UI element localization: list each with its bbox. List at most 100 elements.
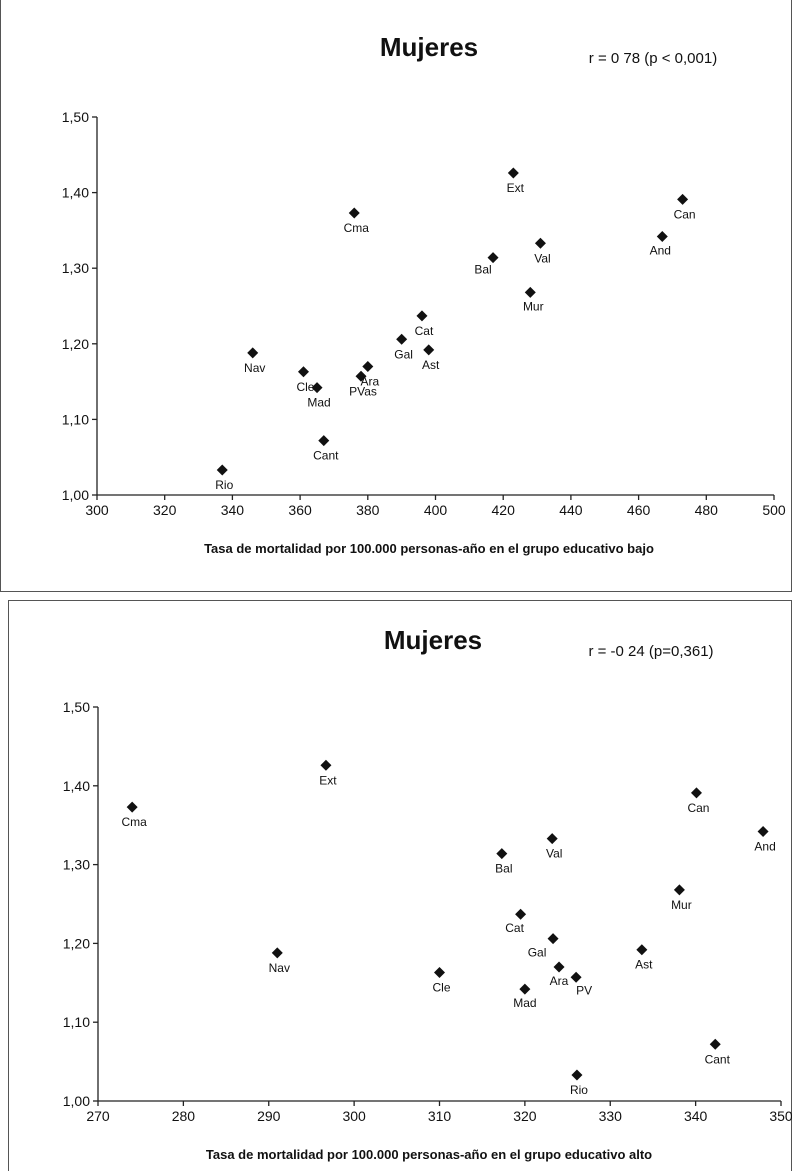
data-point-label: Bal bbox=[474, 263, 491, 277]
data-point-marker bbox=[535, 238, 546, 249]
data-point-label: Ast bbox=[635, 958, 653, 972]
data-point-marker bbox=[434, 967, 445, 978]
chart-title: Mujeres bbox=[380, 32, 478, 62]
data-point-marker bbox=[636, 944, 647, 955]
data-point-label: Can bbox=[674, 207, 696, 221]
x-tick-label: 440 bbox=[559, 502, 583, 518]
data-point-label: Rio bbox=[570, 1083, 588, 1097]
x-tick-label: 500 bbox=[762, 502, 786, 518]
data-point-label: Cat bbox=[415, 324, 434, 338]
x-tick-label: 340 bbox=[221, 502, 245, 518]
chart-panel-alto: Mujeres r = -0 24 (p=0,361) Tasa de mort… bbox=[8, 600, 792, 1171]
x-tick-label: 310 bbox=[428, 1108, 452, 1124]
x-tick-label: 320 bbox=[153, 502, 177, 518]
x-tick-label: 280 bbox=[172, 1108, 196, 1124]
data-point-marker bbox=[272, 947, 283, 958]
data-point-marker bbox=[247, 347, 258, 358]
data-point-marker bbox=[496, 848, 507, 859]
data-point-label: Nav bbox=[269, 961, 290, 975]
data-point-label: Gal bbox=[394, 347, 413, 361]
x-tick-label: 300 bbox=[342, 1108, 366, 1124]
data-point-label: Cant bbox=[313, 449, 339, 463]
y-tick-label: 1,20 bbox=[63, 935, 90, 951]
data-point-marker bbox=[396, 334, 407, 345]
data-point-label: Mad bbox=[307, 396, 330, 410]
data-point-label: Mad bbox=[513, 996, 536, 1010]
y-tick-label: 1,20 bbox=[62, 336, 89, 352]
y-tick-label: 1,00 bbox=[62, 487, 89, 503]
data-point-marker bbox=[127, 802, 138, 813]
y-tick-label: 1,10 bbox=[63, 1014, 90, 1030]
data-point-label: Val bbox=[534, 251, 550, 265]
x-tick-label: 420 bbox=[492, 502, 516, 518]
data-point-label: Gal bbox=[528, 946, 547, 960]
correlation-annotation: r = 0 78 (p < 0,001) bbox=[589, 50, 717, 67]
data-point-marker bbox=[515, 909, 526, 920]
data-point-marker bbox=[547, 833, 558, 844]
x-tick-label: 460 bbox=[627, 502, 651, 518]
data-point-label: Cant bbox=[705, 1052, 731, 1066]
correlation-annotation: r = -0 24 (p=0,361) bbox=[588, 643, 713, 660]
x-tick-label: 360 bbox=[288, 502, 312, 518]
data-point-marker bbox=[677, 194, 688, 205]
data-point-label: PV bbox=[576, 983, 592, 997]
x-tick-label: 350 bbox=[769, 1108, 792, 1124]
x-tick-label: 400 bbox=[424, 502, 448, 518]
data-point-marker bbox=[519, 984, 530, 995]
x-tick-label: 320 bbox=[513, 1108, 537, 1124]
x-tick-label: 270 bbox=[86, 1108, 110, 1124]
data-point-label: Ara bbox=[360, 374, 379, 388]
data-point-marker bbox=[362, 361, 373, 372]
data-point-marker bbox=[571, 1069, 582, 1080]
data-point-marker bbox=[554, 962, 565, 973]
y-tick-label: 1,50 bbox=[62, 109, 89, 125]
x-tick-label: 380 bbox=[356, 502, 380, 518]
x-tick-label: 300 bbox=[85, 502, 109, 518]
data-point-marker bbox=[525, 287, 536, 298]
y-tick-label: 1,30 bbox=[63, 857, 90, 873]
y-tick-label: 1,40 bbox=[62, 185, 89, 201]
data-point-label: Cat bbox=[505, 921, 524, 935]
x-axis-label: Tasa de mortalidad por 100.000 personas-… bbox=[206, 1147, 652, 1162]
data-point-label: Cma bbox=[121, 815, 147, 829]
scatter-chart-bajo: Mujeres r = 0 78 (p < 0,001) Tasa de mor… bbox=[1, 0, 792, 592]
y-tick-label: 1,50 bbox=[63, 699, 90, 715]
data-point-marker bbox=[318, 435, 329, 446]
y-tick-label: 1,30 bbox=[62, 260, 89, 276]
scatter-chart-alto: Mujeres r = -0 24 (p=0,361) Tasa de mort… bbox=[9, 601, 792, 1172]
data-point-label: Cle bbox=[296, 380, 314, 394]
data-point-label: Bal bbox=[495, 862, 512, 876]
data-point-marker bbox=[508, 167, 519, 178]
data-point-label: And bbox=[754, 840, 775, 854]
y-tick-label: 1,00 bbox=[63, 1093, 90, 1109]
data-point-marker bbox=[691, 787, 702, 798]
data-point-label: Val bbox=[546, 847, 562, 861]
data-point-marker bbox=[548, 933, 559, 944]
data-point-marker bbox=[657, 231, 668, 242]
x-tick-label: 290 bbox=[257, 1108, 281, 1124]
data-point-label: Mur bbox=[671, 898, 692, 912]
data-point-label: Cle bbox=[432, 981, 450, 995]
data-point-marker bbox=[349, 208, 360, 219]
data-point-label: Ast bbox=[422, 358, 440, 372]
data-point-marker bbox=[488, 252, 499, 263]
x-tick-label: 330 bbox=[599, 1108, 623, 1124]
data-point-marker bbox=[674, 884, 685, 895]
y-tick-label: 1,40 bbox=[63, 778, 90, 794]
data-point-label: Mur bbox=[523, 299, 544, 313]
data-point-marker bbox=[710, 1039, 721, 1050]
data-point-marker bbox=[758, 826, 769, 837]
data-point-label: Ext bbox=[507, 181, 525, 195]
data-point-label: Nav bbox=[244, 361, 265, 375]
data-point-marker bbox=[416, 310, 427, 321]
data-point-marker bbox=[298, 366, 309, 377]
data-point-marker bbox=[217, 465, 228, 476]
data-point-label: Ara bbox=[550, 974, 569, 988]
chart-title: Mujeres bbox=[384, 625, 482, 655]
y-tick-label: 1,10 bbox=[62, 411, 89, 427]
x-tick-label: 340 bbox=[684, 1108, 708, 1124]
x-axis-label: Tasa de mortalidad por 100.000 personas-… bbox=[204, 541, 654, 556]
data-point-label: Rio bbox=[215, 478, 233, 492]
x-tick-label: 480 bbox=[695, 502, 719, 518]
data-point-marker bbox=[571, 972, 582, 983]
